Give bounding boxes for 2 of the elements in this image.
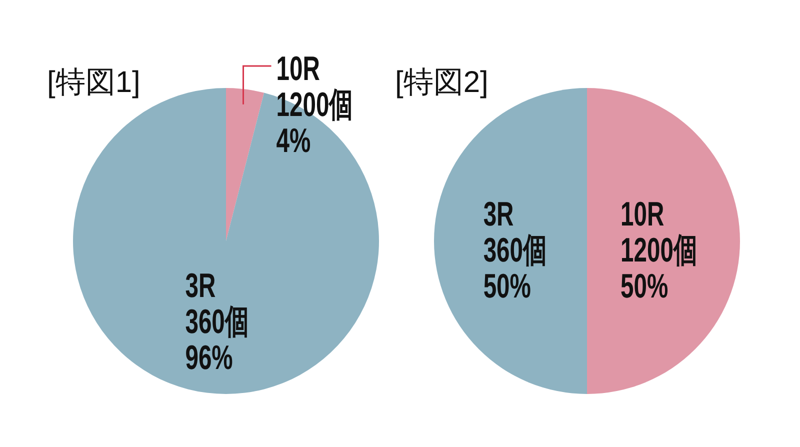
title: [特図2] (395, 66, 488, 99)
title: [特図1] (47, 66, 140, 99)
